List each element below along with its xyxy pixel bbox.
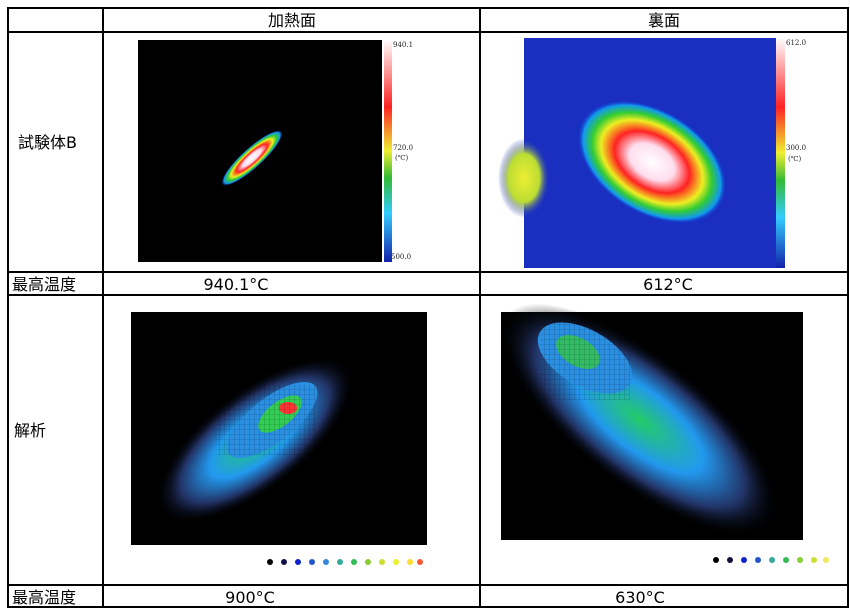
colorbar-label: 612.0	[786, 39, 806, 47]
column-header: 裏面	[648, 11, 680, 30]
simulation-image	[130, 312, 427, 565]
column-header: 加熱面	[268, 11, 316, 30]
colorbar-label: 940.1	[393, 41, 413, 49]
row-label: 最高温度	[12, 275, 76, 294]
colorbar-label: 720.0	[393, 144, 413, 152]
page: 加熱面 裏面 試験体B 最高温度 解析 最高温度 940.1°C 612°C 9…	[0, 0, 850, 609]
thermal-image: 940.1 720.0 (℃) 500.0	[138, 40, 413, 262]
row-label: 解析	[14, 421, 46, 440]
temperature: 900°C	[225, 588, 275, 607]
colorbar-label: (℃)	[395, 154, 409, 162]
simulation-image	[466, 264, 829, 576]
temperature: 940.1°C	[204, 275, 269, 294]
thermal-image: 612.0 300.0 (℃)	[498, 38, 806, 268]
colorbar-label: 500.0	[391, 253, 411, 261]
colorbar-label: (℃)	[788, 155, 802, 163]
temperature: 612°C	[643, 275, 693, 294]
colorbar-label: 300.0	[786, 144, 806, 152]
row-label: 最高温度	[12, 588, 76, 607]
row-label: 試験体B	[18, 133, 77, 152]
temperature: 630°C	[615, 588, 665, 607]
